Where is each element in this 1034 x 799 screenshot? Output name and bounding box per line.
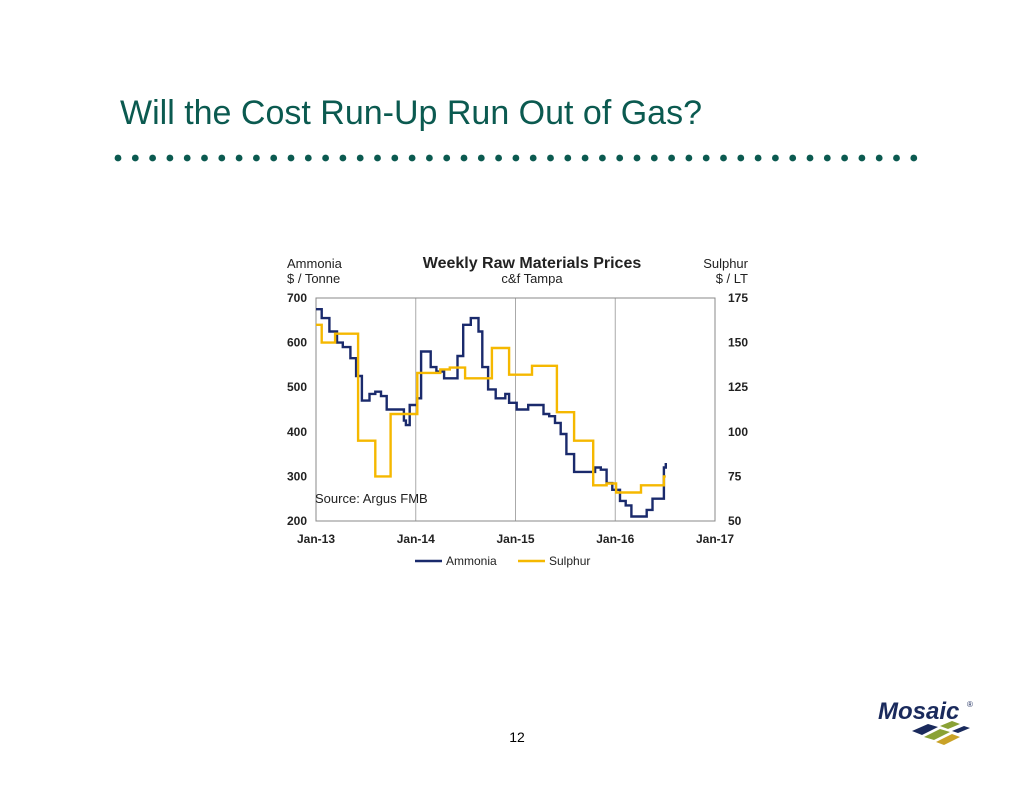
divider-dot xyxy=(183,154,191,162)
right-y-tick-label: 125 xyxy=(728,380,748,394)
line-chart: Ammonia $ / Tonne Weekly Raw Materials P… xyxy=(287,255,749,568)
divider-dot xyxy=(270,154,278,162)
divider-dot xyxy=(893,154,900,162)
logo-mosaic-tiles-icon xyxy=(912,721,970,745)
left-y-tick-label: 200 xyxy=(287,514,307,528)
divider-dot xyxy=(737,154,745,162)
divider-dot xyxy=(564,154,572,162)
right-y-tick-label: 100 xyxy=(728,425,748,439)
legend: Ammonia Sulphur xyxy=(415,554,590,568)
divider-dot xyxy=(616,154,624,162)
slide-title: Will the Cost Run-Up Run Out of Gas? xyxy=(120,94,703,132)
x-tick-label: Jan-13 xyxy=(297,532,335,546)
divider-dot xyxy=(374,154,381,162)
divider-dot xyxy=(443,154,451,162)
left-y-tick-label: 400 xyxy=(287,425,307,439)
divider-dot xyxy=(581,154,589,162)
divider-dot xyxy=(114,154,122,162)
series-line-sulphur xyxy=(316,323,666,494)
divider-dot xyxy=(356,154,364,162)
divider-dot xyxy=(754,154,762,162)
left-y-tick-label: 500 xyxy=(287,380,307,394)
divider-dot xyxy=(772,154,779,162)
right-y-tick-label: 175 xyxy=(728,291,748,305)
divider-dot xyxy=(339,154,347,162)
logo-wordmark: Mosaic xyxy=(878,698,959,725)
divider-dot xyxy=(201,154,208,162)
chart-title: Weekly Raw Materials Prices xyxy=(423,255,642,272)
divider-dot xyxy=(633,154,641,162)
divider-dot xyxy=(287,154,295,162)
divider-dot xyxy=(304,154,312,162)
divider-dot xyxy=(875,154,883,162)
left-axis-label-line2: $ / Tonne xyxy=(287,271,340,286)
chart-subtitle: c&f Tampa xyxy=(501,271,563,286)
right-y-tick-label: 75 xyxy=(728,469,742,483)
divider-dot xyxy=(650,154,658,162)
x-tick-label: Jan-16 xyxy=(596,532,634,546)
divider-dot xyxy=(149,154,156,162)
page-number: 12 xyxy=(509,729,525,745)
divider-dot xyxy=(460,154,468,162)
logo-registered-mark: ® xyxy=(967,700,973,709)
divider-dot xyxy=(512,154,520,162)
right-axis-label-line2: $ / LT xyxy=(716,271,748,286)
divider-dot xyxy=(218,154,226,162)
divider-dot xyxy=(720,154,727,162)
series-line-ammonia xyxy=(316,308,667,518)
legend-label-sulphur: Sulphur xyxy=(549,554,590,568)
divider-dot xyxy=(841,154,848,162)
x-tick-label: Jan-15 xyxy=(496,532,534,546)
divider-dot xyxy=(477,154,485,162)
divider-dot xyxy=(322,154,329,162)
left-y-tick-label: 600 xyxy=(287,336,307,350)
divider-dot xyxy=(529,154,537,162)
divider-dot xyxy=(858,154,866,162)
divider-dot xyxy=(668,154,675,162)
divider-dot xyxy=(166,154,174,162)
dotted-divider xyxy=(114,154,918,162)
right-y-tick-label: 150 xyxy=(728,336,748,350)
divider-dot xyxy=(547,154,554,162)
source-note: Source: Argus FMB xyxy=(315,491,428,506)
divider-dot xyxy=(408,154,416,162)
x-tick-label: Jan-14 xyxy=(397,532,435,546)
divider-dot xyxy=(685,154,693,162)
divider-dot xyxy=(235,154,243,162)
divider-dot xyxy=(131,154,139,162)
x-tick-label: Jan-17 xyxy=(696,532,734,546)
right-y-tick-label: 50 xyxy=(728,514,742,528)
left-axis-label-line1: Ammonia xyxy=(287,256,343,271)
divider-dot xyxy=(806,154,814,162)
divider-dot xyxy=(702,154,710,162)
right-axis-label-line1: Sulphur xyxy=(703,256,748,271)
plot-frame xyxy=(315,297,716,522)
divider-dot xyxy=(789,154,797,162)
divider-dot xyxy=(426,154,433,162)
legend-label-ammonia: Ammonia xyxy=(446,554,497,568)
divider-dot xyxy=(823,154,831,162)
divider-dot xyxy=(599,154,606,162)
left-y-tick-label: 700 xyxy=(287,291,307,305)
divider-dot xyxy=(253,154,260,162)
plot-area: Jan-13 Jan-14 Jan-15 Jan-16 Jan-17 200 300 400 5… xyxy=(287,291,748,546)
mosaic-logo: Mosaic ® xyxy=(878,698,973,745)
divider-dot xyxy=(910,154,918,162)
left-y-tick-label: 300 xyxy=(287,469,307,483)
divider-dot xyxy=(391,154,399,162)
divider-dot xyxy=(495,154,502,162)
